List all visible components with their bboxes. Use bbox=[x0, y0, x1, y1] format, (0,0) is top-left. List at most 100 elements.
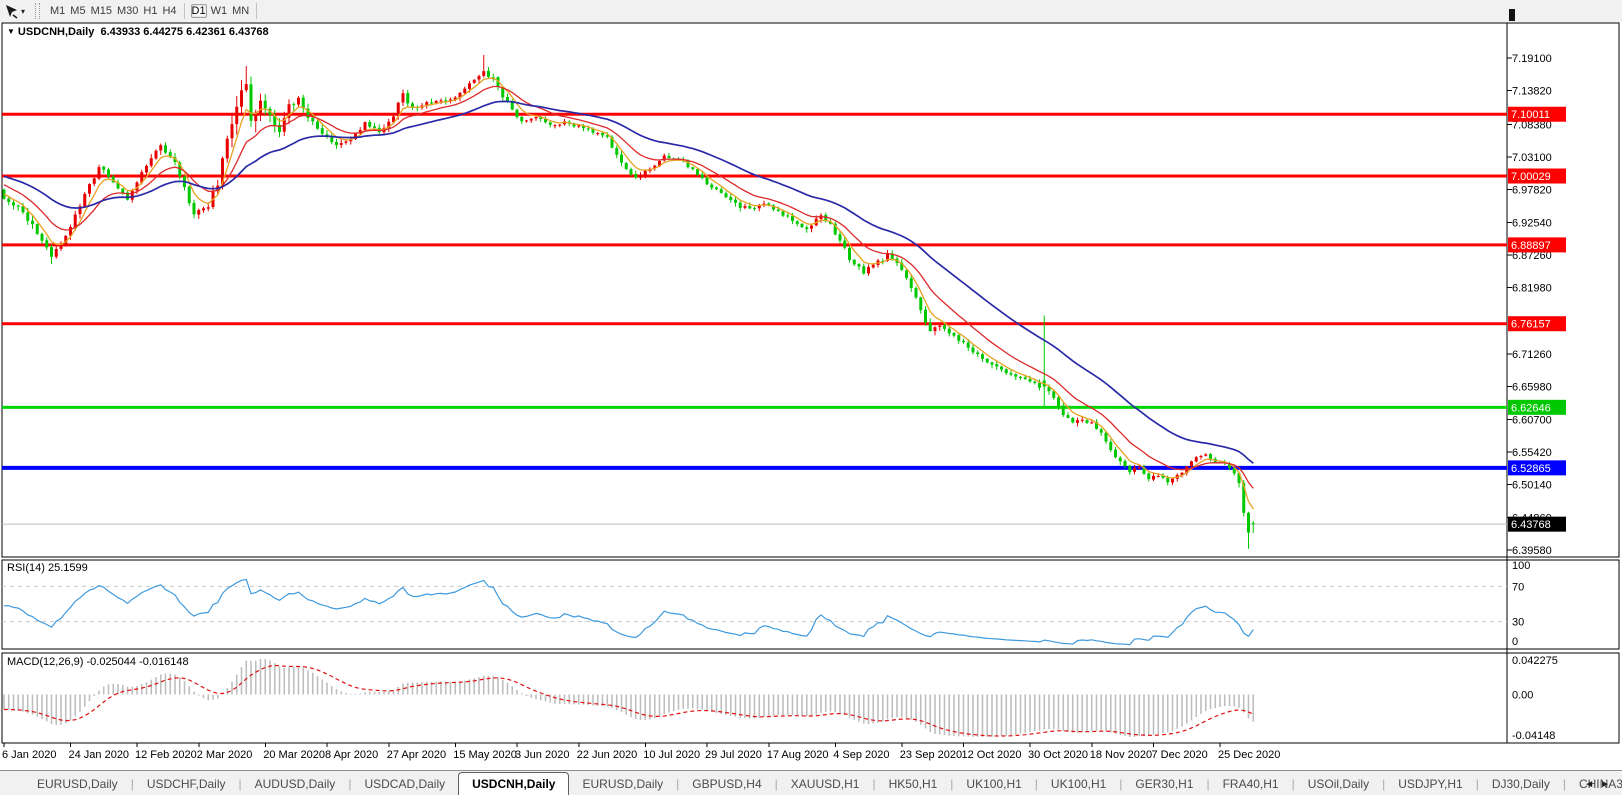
candle-body bbox=[919, 297, 923, 311]
collapse-triangle-icon[interactable]: ▼ bbox=[7, 27, 15, 36]
ma-fast-line[interactable] bbox=[3, 77, 1254, 510]
tab-scroll-right-icon[interactable]: ► bbox=[1600, 779, 1616, 790]
candle-body bbox=[1052, 391, 1056, 398]
candle-body bbox=[909, 278, 913, 288]
chart-tab-audusd-daily[interactable]: AUDUSD,Daily bbox=[254, 777, 336, 791]
ma-slow-line[interactable] bbox=[3, 100, 1254, 464]
chart-tab-usdcad-daily[interactable]: USDCAD,Daily bbox=[364, 777, 446, 791]
horizontal-resistance-line[interactable] bbox=[2, 243, 1507, 247]
cursor-tool-icon[interactable] bbox=[4, 4, 19, 19]
chart-tab-eurusd-daily[interactable]: EURUSD,Daily bbox=[582, 777, 664, 791]
horizontal-support-line[interactable] bbox=[2, 405, 1507, 409]
candle-body bbox=[553, 125, 557, 127]
chart-tab-ger30-h1[interactable]: GER30,H1 bbox=[1135, 777, 1194, 791]
candle-body bbox=[145, 165, 148, 173]
horizontal-support-line[interactable] bbox=[2, 465, 1507, 470]
chart-tab-usoil-daily[interactable]: USOil,Daily bbox=[1307, 777, 1370, 791]
rsi-axis-label: 0 bbox=[1512, 636, 1518, 648]
chart-title: ▼ USDCNH,Daily 6.43933 6.44275 6.42361 6.… bbox=[7, 26, 269, 38]
price-tick-label: 6.65980 bbox=[1512, 382, 1552, 394]
ma-mid-line[interactable] bbox=[3, 85, 1254, 489]
candle-body bbox=[1237, 473, 1241, 484]
candle-body bbox=[135, 182, 139, 191]
candle-body bbox=[1180, 472, 1184, 476]
candle-body bbox=[130, 190, 134, 200]
tab-separator: | bbox=[348, 777, 352, 791]
chart-tab-xauusd-h1[interactable]: XAUUSD,H1 bbox=[790, 777, 860, 791]
chart-ohlc-values: 6.43933 6.44275 6.42361 6.43768 bbox=[100, 26, 269, 38]
chart-tab-uk100-h1[interactable]: UK100,H1 bbox=[966, 777, 1022, 791]
timeframe-button-m30[interactable]: M30 bbox=[116, 5, 139, 17]
chart-tab-usdchf-daily[interactable]: USDCHF,Daily bbox=[146, 777, 226, 791]
candle-body bbox=[738, 202, 742, 208]
price-tick-label: 7.08380 bbox=[1512, 119, 1552, 131]
chart-tab-gbpusd-h4[interactable]: GBPUSD,H4 bbox=[692, 777, 762, 791]
chart-canvas[interactable]: 7.19100 7.13820 7.08380 7.03100 6.97820 6.925… bbox=[0, 0, 1622, 770]
chart-tab-china300-h1[interactable]: CHINA300,H1 bbox=[1578, 777, 1622, 791]
candle-body bbox=[354, 133, 357, 140]
tab-separator: | bbox=[676, 777, 680, 791]
date-label: 18 Nov 2020 bbox=[1090, 749, 1152, 761]
price-badge bbox=[1508, 168, 1566, 184]
chart-tab-usdcnh-daily[interactable]: USDCNH,Daily bbox=[458, 772, 570, 795]
timeframe-button-mn[interactable]: MN bbox=[232, 5, 250, 17]
price-tick-label: 6.87260 bbox=[1512, 250, 1552, 262]
chart-tab-usdjpy-h1[interactable]: USDJPY,H1 bbox=[1398, 777, 1463, 791]
candle-body bbox=[900, 262, 904, 270]
candle-body bbox=[26, 212, 30, 221]
candle-body bbox=[605, 135, 609, 137]
chevron-down-icon[interactable]: ▾ bbox=[21, 6, 26, 16]
candle-body bbox=[1014, 374, 1018, 377]
candle-body bbox=[990, 362, 994, 365]
candle-body bbox=[1071, 417, 1075, 423]
candle-body bbox=[767, 203, 771, 206]
candle-body bbox=[230, 124, 234, 139]
price-tick-label: 6.81980 bbox=[1512, 283, 1552, 295]
timeframe-button-h1[interactable]: H1 bbox=[143, 5, 158, 17]
candle-body bbox=[411, 103, 414, 108]
candle-body bbox=[705, 177, 709, 185]
candle-body bbox=[795, 221, 799, 224]
candle-body bbox=[867, 266, 870, 274]
candle-body bbox=[629, 169, 633, 175]
candle-body bbox=[577, 125, 581, 127]
candle-body bbox=[914, 288, 918, 298]
timeframe-button-m5[interactable]: M5 bbox=[70, 5, 86, 17]
tab-scroll-left-icon[interactable]: ◄ bbox=[1584, 779, 1601, 790]
candle-body bbox=[586, 128, 590, 130]
candle-body bbox=[97, 167, 101, 179]
timeframe-button-h4[interactable]: H4 bbox=[162, 5, 177, 17]
chart-tab-hk50-h1[interactable]: HK50,H1 bbox=[888, 777, 938, 791]
macd-axis-label: -0.04148 bbox=[1512, 730, 1555, 742]
horizontal-resistance-line[interactable] bbox=[2, 112, 1507, 116]
timeframe-button-m15[interactable]: M15 bbox=[90, 5, 112, 17]
candle-body bbox=[928, 322, 932, 332]
rsi-indicator-label: RSI(14) 25.1599 bbox=[7, 562, 88, 574]
candle-body bbox=[886, 253, 889, 261]
price-tick-label: 6.39580 bbox=[1512, 545, 1552, 557]
candle-body bbox=[525, 120, 528, 122]
date-label: 23 Sep 2020 bbox=[900, 749, 962, 761]
chart-tab-dj30-daily[interactable]: DJ30,Daily bbox=[1491, 777, 1550, 791]
candle-body bbox=[192, 203, 196, 215]
timeframe-button-w1[interactable]: W1 bbox=[210, 5, 228, 17]
candle-body bbox=[92, 178, 96, 184]
tab-separator: | bbox=[1206, 777, 1210, 791]
chart-symbol-period: USDCNH,Daily bbox=[17, 26, 95, 38]
horizontal-resistance-line[interactable] bbox=[2, 322, 1507, 326]
toolbar-gripper[interactable] bbox=[35, 3, 41, 19]
candle-body bbox=[107, 169, 110, 177]
horizontal-resistance-line[interactable] bbox=[2, 174, 1507, 178]
tab-scroll-arrows[interactable]: ◄► bbox=[1584, 779, 1616, 790]
chart-tab-fra40-h1[interactable]: FRA40,H1 bbox=[1222, 777, 1279, 791]
chart-tab-uk100-h1[interactable]: UK100,H1 bbox=[1050, 777, 1107, 791]
timeframe-button-d1[interactable]: D1 bbox=[190, 4, 207, 18]
candle-body bbox=[501, 86, 505, 98]
chart-tab-eurusd-daily[interactable]: EURUSD,Daily bbox=[37, 777, 118, 791]
current-price-line[interactable] bbox=[2, 523, 1507, 525]
candle-body bbox=[168, 152, 172, 158]
timeframe-button-m1[interactable]: M1 bbox=[50, 5, 66, 17]
candle-body bbox=[458, 92, 462, 98]
candle-body bbox=[966, 342, 970, 348]
